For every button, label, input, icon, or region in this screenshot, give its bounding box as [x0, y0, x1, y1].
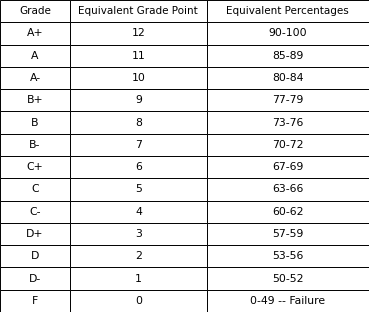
Bar: [70, 223, 207, 245]
Bar: [0, 134, 70, 156]
Text: 11: 11: [131, 51, 145, 61]
Bar: [207, 67, 369, 89]
Bar: [0, 67, 70, 89]
Bar: [70, 111, 207, 134]
Bar: [0, 0, 70, 22]
Text: 1: 1: [135, 274, 142, 284]
Bar: [207, 89, 369, 111]
Text: 70-72: 70-72: [272, 140, 304, 150]
Bar: [0, 290, 70, 312]
Bar: [207, 267, 369, 290]
Text: C+: C+: [27, 162, 44, 172]
Text: 12: 12: [131, 28, 145, 38]
Bar: [207, 156, 369, 178]
Text: F: F: [32, 296, 38, 306]
Text: D: D: [31, 251, 39, 261]
Text: Equivalent Percentages: Equivalent Percentages: [227, 6, 349, 16]
Bar: [70, 67, 207, 89]
Bar: [70, 22, 207, 45]
Bar: [0, 223, 70, 245]
Text: C-: C-: [29, 207, 41, 217]
Text: 73-76: 73-76: [272, 118, 304, 128]
Text: 80-84: 80-84: [272, 73, 304, 83]
Bar: [70, 45, 207, 67]
Text: 4: 4: [135, 207, 142, 217]
Text: 9: 9: [135, 95, 142, 105]
Bar: [0, 201, 70, 223]
Text: 6: 6: [135, 162, 142, 172]
Text: 2: 2: [135, 251, 142, 261]
Bar: [207, 134, 369, 156]
Bar: [207, 290, 369, 312]
Text: B: B: [31, 118, 39, 128]
Bar: [0, 245, 70, 267]
Bar: [0, 45, 70, 67]
Text: 57-59: 57-59: [272, 229, 304, 239]
Text: Grade: Grade: [19, 6, 51, 16]
Text: 53-56: 53-56: [272, 251, 304, 261]
Text: 0: 0: [135, 296, 142, 306]
Text: B+: B+: [27, 95, 44, 105]
Bar: [70, 290, 207, 312]
Bar: [207, 178, 369, 201]
Bar: [207, 111, 369, 134]
Text: Equivalent Grade Point: Equivalent Grade Point: [79, 6, 198, 16]
Bar: [70, 201, 207, 223]
Bar: [207, 0, 369, 22]
Text: D-: D-: [29, 274, 41, 284]
Text: 60-62: 60-62: [272, 207, 304, 217]
Bar: [70, 134, 207, 156]
Bar: [207, 22, 369, 45]
Text: 63-66: 63-66: [272, 184, 304, 194]
Bar: [0, 22, 70, 45]
Text: 85-89: 85-89: [272, 51, 304, 61]
Text: 3: 3: [135, 229, 142, 239]
Bar: [207, 245, 369, 267]
Text: 90-100: 90-100: [269, 28, 307, 38]
Text: 50-52: 50-52: [272, 274, 304, 284]
Text: A: A: [31, 51, 39, 61]
Bar: [70, 178, 207, 201]
Text: A-: A-: [30, 73, 41, 83]
Bar: [0, 156, 70, 178]
Text: 77-79: 77-79: [272, 95, 304, 105]
Bar: [207, 201, 369, 223]
Bar: [0, 111, 70, 134]
Bar: [0, 89, 70, 111]
Text: 67-69: 67-69: [272, 162, 304, 172]
Bar: [207, 45, 369, 67]
Bar: [0, 178, 70, 201]
Text: 8: 8: [135, 118, 142, 128]
Text: 7: 7: [135, 140, 142, 150]
Bar: [70, 156, 207, 178]
Text: 10: 10: [131, 73, 145, 83]
Text: 5: 5: [135, 184, 142, 194]
Bar: [70, 245, 207, 267]
Text: D+: D+: [26, 229, 44, 239]
Bar: [70, 0, 207, 22]
Text: B-: B-: [30, 140, 41, 150]
Bar: [70, 267, 207, 290]
Text: 0-49 -- Failure: 0-49 -- Failure: [250, 296, 325, 306]
Bar: [0, 267, 70, 290]
Text: C: C: [31, 184, 39, 194]
Text: A+: A+: [27, 28, 44, 38]
Bar: [207, 223, 369, 245]
Bar: [70, 89, 207, 111]
